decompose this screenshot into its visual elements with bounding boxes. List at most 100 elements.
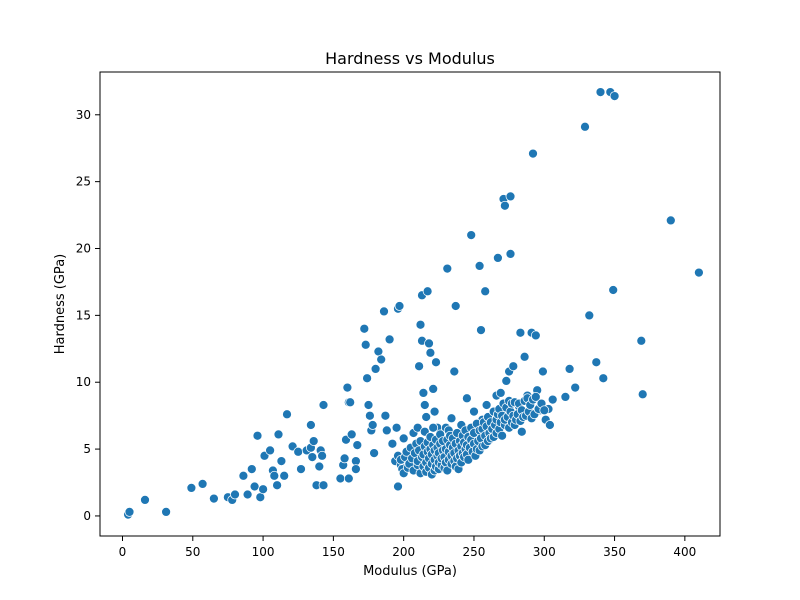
y-tick-label: 15 xyxy=(76,308,91,322)
data-point xyxy=(246,464,257,474)
data-point xyxy=(380,410,391,421)
data-point xyxy=(466,230,477,240)
data-point xyxy=(308,436,319,446)
data-point xyxy=(140,495,150,505)
data-point xyxy=(469,406,479,417)
data-point xyxy=(276,456,287,466)
chart-title: Hardness vs Modulus xyxy=(325,49,495,68)
data-point xyxy=(272,480,282,491)
data-point xyxy=(249,481,260,492)
y-axis-ticks: 0 5 10 15 20 25 30 xyxy=(76,108,100,523)
data-point xyxy=(505,249,516,259)
data-point xyxy=(161,507,171,517)
data-points xyxy=(123,87,704,520)
data-point xyxy=(269,470,280,481)
data-point xyxy=(474,261,485,271)
data-point xyxy=(446,413,457,424)
data-point xyxy=(497,430,507,441)
data-point xyxy=(398,433,409,444)
data-point xyxy=(530,330,541,341)
data-point xyxy=(381,425,392,436)
data-point xyxy=(279,470,290,481)
data-point xyxy=(345,397,356,408)
data-point xyxy=(431,357,441,368)
x-axis-ticks: 0 50 100 150 200 250 300 350 400 xyxy=(119,536,696,559)
data-point xyxy=(394,301,405,311)
data-point xyxy=(346,429,357,440)
data-point xyxy=(209,493,219,504)
data-point xyxy=(476,325,486,335)
data-point xyxy=(547,394,558,405)
data-point xyxy=(307,452,318,462)
data-point xyxy=(362,373,372,384)
y-axis-label: Hardness (GPa) xyxy=(53,254,68,354)
data-point xyxy=(293,446,304,457)
data-point xyxy=(339,453,350,464)
data-point xyxy=(370,364,381,374)
data-point xyxy=(197,479,208,489)
data-point xyxy=(342,382,353,393)
data-point xyxy=(528,148,538,159)
data-point xyxy=(505,191,516,202)
data-point xyxy=(530,392,541,402)
data-point xyxy=(376,354,387,365)
data-point xyxy=(186,483,197,493)
data-point xyxy=(360,339,371,350)
plot-frame xyxy=(99,71,721,537)
data-point xyxy=(462,393,472,404)
data-point xyxy=(450,301,461,311)
data-point xyxy=(318,400,329,410)
data-point xyxy=(428,384,439,394)
data-point xyxy=(560,392,571,402)
data-point xyxy=(387,438,398,449)
data-point xyxy=(124,507,135,517)
data-point xyxy=(391,422,402,433)
y-tick-label: 20 xyxy=(76,242,91,256)
data-point xyxy=(258,484,268,495)
data-point xyxy=(501,376,512,386)
data-point xyxy=(428,422,439,433)
data-point xyxy=(538,366,548,377)
y-tick-label: 5 xyxy=(83,442,91,456)
data-point xyxy=(516,426,527,437)
data-point xyxy=(442,263,453,274)
data-point xyxy=(481,400,492,410)
data-point xyxy=(421,412,432,422)
data-point xyxy=(418,388,429,398)
x-tick-label: 400 xyxy=(673,545,696,559)
data-point xyxy=(282,409,292,420)
data-point xyxy=(415,319,426,330)
data-point xyxy=(273,429,284,440)
x-tick-label: 350 xyxy=(603,545,626,559)
data-point xyxy=(424,338,434,349)
data-point xyxy=(694,267,704,278)
data-point xyxy=(508,361,519,372)
data-point xyxy=(314,461,325,472)
y-tick-label: 25 xyxy=(76,175,91,189)
data-point xyxy=(591,357,602,368)
data-point xyxy=(637,389,648,400)
data-point xyxy=(564,364,575,374)
data-point xyxy=(500,200,510,211)
data-point xyxy=(429,406,440,417)
data-point xyxy=(242,489,253,500)
data-point xyxy=(519,351,530,362)
x-tick-label: 200 xyxy=(392,545,415,559)
data-point xyxy=(238,470,249,481)
data-point xyxy=(369,448,379,458)
data-point xyxy=(365,410,375,421)
data-point xyxy=(359,323,370,334)
data-point xyxy=(414,361,424,372)
data-point xyxy=(636,335,647,346)
data-point xyxy=(379,306,389,317)
data-point xyxy=(595,87,606,97)
y-tick-label: 30 xyxy=(76,108,91,122)
y-tick-label: 10 xyxy=(76,375,91,389)
data-point xyxy=(598,373,609,384)
data-point xyxy=(343,473,354,484)
data-point xyxy=(422,286,433,297)
data-point xyxy=(317,450,327,461)
data-point xyxy=(335,473,346,484)
data-point xyxy=(480,286,491,297)
